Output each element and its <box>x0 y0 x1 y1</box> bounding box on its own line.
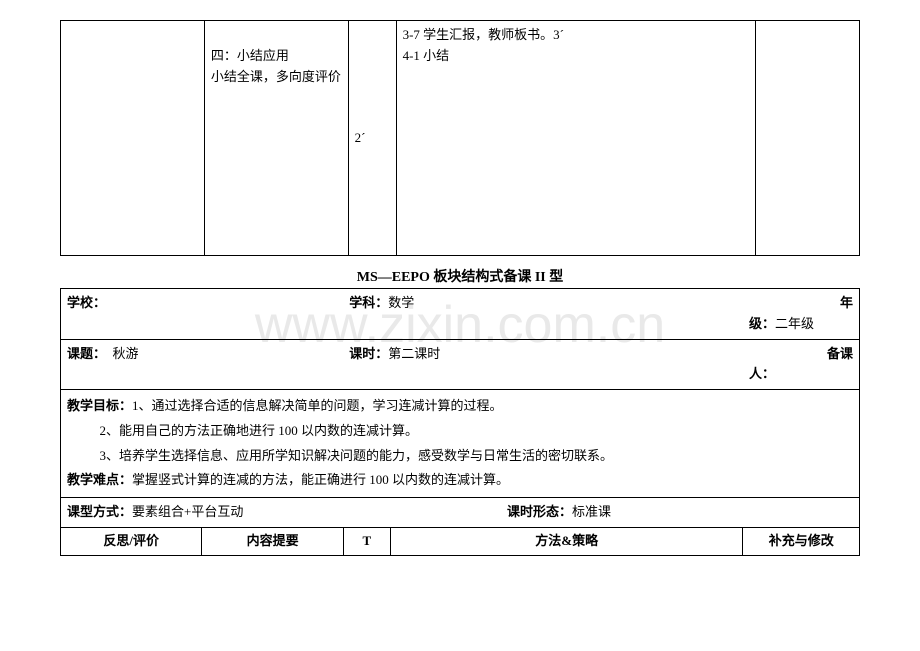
top-cell-2: 四：小结应用 小结全课，多向度评价 <box>204 21 348 256</box>
goal-3: 3、培养学生选择信息、应用所学知识解决问题的能力，感受数学与日常生活的密切联系。 <box>100 448 614 463</box>
lesson-plan-table: 学校： 学科：数学 年级：二年级 课题： 秋游 课时：第二课时 <box>60 288 860 556</box>
goal-1: 1、通过选择合适的信息解决简单的问题，学习连减计算的过程。 <box>132 398 503 413</box>
top-cell-4: 3-7 学生汇报，教师板书。3´ 4-1 小结 <box>396 21 756 256</box>
top-cell-3: 2´ <box>348 21 396 256</box>
period-label: 课时： <box>349 346 388 361</box>
school-label: 学校： <box>67 295 106 310</box>
header-reflection: 反思/评价 <box>61 527 202 555</box>
header-content: 内容提要 <box>202 527 343 555</box>
form-value: 标准课 <box>572 504 611 519</box>
header-supplement: 补充与修改 <box>743 527 860 555</box>
subject-cell: 学科：数学 <box>343 289 743 340</box>
subject-label: 学科： <box>349 295 388 310</box>
type-row: 课型方式：要素组合+平台互动 课时形态：标准课 <box>61 497 860 527</box>
difficulty-label: 教学难点： <box>67 472 132 487</box>
continuation-table: 四：小结应用 小结全课，多向度评价 2´ 3-7 学生汇报，教师板书。3´ 4-… <box>60 20 860 256</box>
column-header-row: 反思/评价 内容提要 T 方法&策略 补充与修改 <box>61 527 860 555</box>
grade-cell: 年级：二年级 <box>743 289 860 340</box>
difficulty-value: 掌握竖式计算的连减的方法，能正确进行 100 以内数的连减计算。 <box>132 472 509 487</box>
method-line-1: 3-7 学生汇报，教师板书。3´ <box>403 27 564 42</box>
type-label: 课型方式： <box>67 504 132 519</box>
info-row-2: 课题： 秋游 课时：第二课时 备课人： <box>61 339 860 390</box>
summary-text: 小结全课，多向度评价 <box>211 69 341 84</box>
form-cell: 课时形态：标准课 <box>391 497 860 527</box>
school-cell: 学校： <box>61 289 344 340</box>
method-line-2: 4-1 小结 <box>403 48 450 63</box>
duration-value: 2´ <box>355 130 366 145</box>
topic-cell: 课题： 秋游 <box>61 339 344 390</box>
goal-2: 2、能用自己的方法正确地进行 100 以内数的连减计算。 <box>100 423 419 438</box>
period-cell: 课时：第二课时 <box>343 339 743 390</box>
period-value: 第二课时 <box>388 346 440 361</box>
type-cell: 课型方式：要素组合+平台互动 <box>61 497 391 527</box>
goals-cell: 教学目标：1、通过选择合适的信息解决简单的问题，学习连减计算的过程。 2、能用自… <box>61 390 860 498</box>
section-title: MS—EEPO 板块结构式备课 II 型 <box>60 266 860 286</box>
type-value: 要素组合+平台互动 <box>132 504 243 519</box>
top-cell-1 <box>61 21 205 256</box>
header-method: 方法&策略 <box>391 527 743 555</box>
topic-label: 课题： <box>67 346 106 361</box>
goals-row: 教学目标：1、通过选择合适的信息解决简单的问题，学习连减计算的过程。 2、能用自… <box>61 390 860 498</box>
preparer-cell: 备课人： <box>743 339 860 390</box>
summary-title: 四：小结应用 <box>211 48 289 63</box>
header-time: T <box>343 527 390 555</box>
form-label: 课时形态： <box>507 504 572 519</box>
top-cell-5 <box>756 21 860 256</box>
grade-value: 二年级 <box>775 316 814 331</box>
preparer-label: 备课人： <box>749 346 853 382</box>
topic-value: 秋游 <box>113 346 139 361</box>
subject-value: 数学 <box>388 295 414 310</box>
info-row-1: 学校： 学科：数学 年级：二年级 <box>61 289 860 340</box>
goals-label: 教学目标： <box>67 398 132 413</box>
